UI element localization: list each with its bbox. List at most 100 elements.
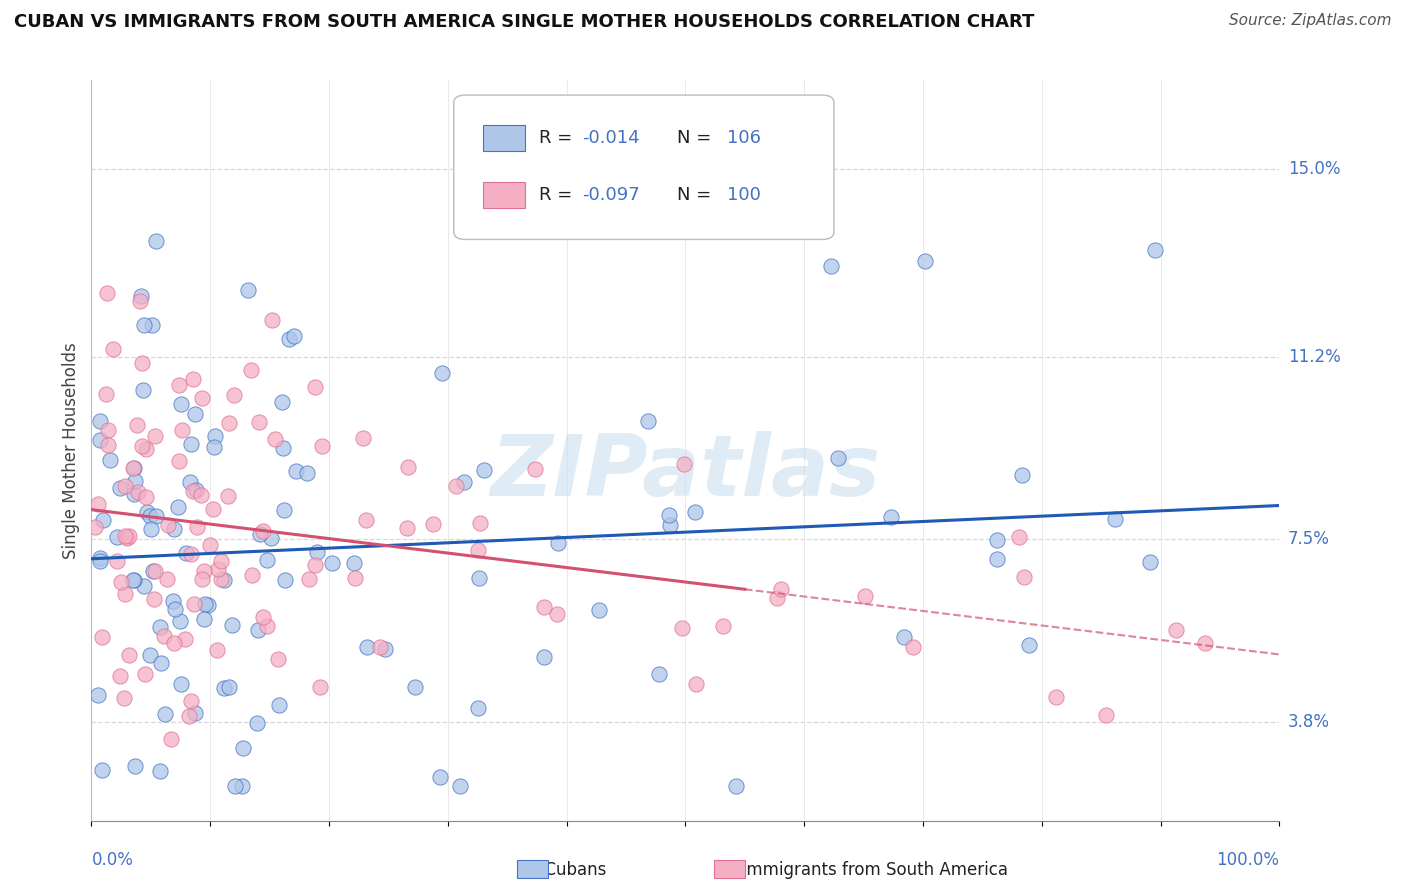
Point (468, 571, 491, 585)
Text: Immigrants from South America: Immigrants from South America (731, 861, 1008, 879)
Point (159, 731, 181, 746)
Point (212, 574, 235, 588)
Text: 0.0%: 0.0% (91, 851, 134, 869)
Text: 106: 106 (727, 129, 761, 147)
Text: N =: N = (678, 129, 717, 147)
Point (139, 509, 162, 524)
Point (163, 522, 186, 536)
Point (256, 553, 278, 567)
Point (395, 521, 418, 535)
Point (472, 463, 495, 477)
Point (673, 457, 696, 471)
Point (170, 397, 193, 411)
Point (193, 564, 215, 578)
Point (183, 483, 205, 498)
Point (658, 508, 681, 522)
Point (96, 286, 118, 301)
Point (467, 542, 489, 557)
Point (1011, 468, 1033, 483)
Point (647, 667, 669, 681)
Point (404, 680, 426, 694)
Point (163, 601, 186, 615)
Point (143, 429, 166, 443)
Point (186, 519, 208, 533)
Point (163, 635, 186, 649)
Point (352, 431, 374, 445)
Point (141, 318, 163, 332)
Point (98, 452, 121, 467)
Text: R =: R = (540, 129, 578, 147)
Point (453, 475, 475, 490)
Point (274, 573, 297, 587)
Point (533, 650, 555, 665)
Point (637, 414, 659, 428)
Point (83, 520, 105, 534)
Point (110, 575, 132, 590)
Y-axis label: Single Mother Households: Single Mother Households (62, 343, 80, 558)
Point (143, 564, 166, 578)
Point (298, 572, 321, 586)
Point (169, 614, 191, 628)
Point (177, 708, 200, 723)
Point (368, 640, 391, 654)
Point (853, 589, 876, 603)
Point (218, 681, 240, 695)
Point (127, 484, 149, 499)
Point (184, 408, 207, 422)
Point (893, 630, 915, 644)
Point (114, 479, 136, 493)
Text: CUBAN VS IMMIGRANTS FROM SOUTH AMERICA SINGLE MOTHER HOUSEHOLDS CORRELATION CHAR: CUBAN VS IMMIGRANTS FROM SOUTH AMERICA S… (14, 13, 1035, 31)
Text: Cubans: Cubans (534, 861, 606, 879)
Point (1166, 624, 1188, 638)
Point (142, 564, 165, 578)
Point (209, 573, 232, 587)
Point (194, 597, 217, 611)
Point (321, 557, 343, 571)
Point (914, 253, 936, 268)
Point (422, 517, 444, 532)
FancyBboxPatch shape (454, 95, 834, 239)
Point (118, 648, 141, 662)
Point (263, 432, 285, 446)
Point (224, 779, 246, 793)
Point (239, 363, 262, 377)
Point (131, 289, 153, 303)
Text: 3.8%: 3.8% (1288, 713, 1330, 731)
Point (880, 509, 903, 524)
Point (267, 652, 290, 666)
Bar (484, 182, 524, 208)
Point (356, 640, 378, 655)
Text: 15.0%: 15.0% (1288, 161, 1340, 178)
Point (157, 517, 180, 532)
Point (143, 592, 166, 607)
Point (183, 706, 205, 720)
Point (135, 490, 157, 504)
Point (124, 474, 146, 488)
Point (180, 547, 202, 561)
Point (110, 669, 132, 683)
Point (179, 475, 201, 490)
Text: 100: 100 (727, 186, 761, 204)
Point (96, 424, 118, 438)
Point (396, 460, 419, 475)
Point (167, 377, 190, 392)
Point (136, 505, 159, 519)
Point (124, 758, 146, 772)
Point (1045, 690, 1067, 704)
Point (827, 451, 849, 466)
Point (129, 294, 152, 309)
Point (121, 461, 143, 475)
Point (114, 587, 136, 601)
Point (547, 535, 569, 549)
Point (256, 619, 278, 633)
Point (97, 438, 120, 452)
Point (89, 414, 111, 428)
Point (180, 437, 202, 451)
Point (205, 643, 228, 657)
Point (153, 630, 176, 644)
Point (145, 509, 167, 524)
Point (132, 383, 155, 397)
Point (1018, 638, 1040, 652)
Point (105, 554, 128, 568)
Point (446, 479, 468, 493)
